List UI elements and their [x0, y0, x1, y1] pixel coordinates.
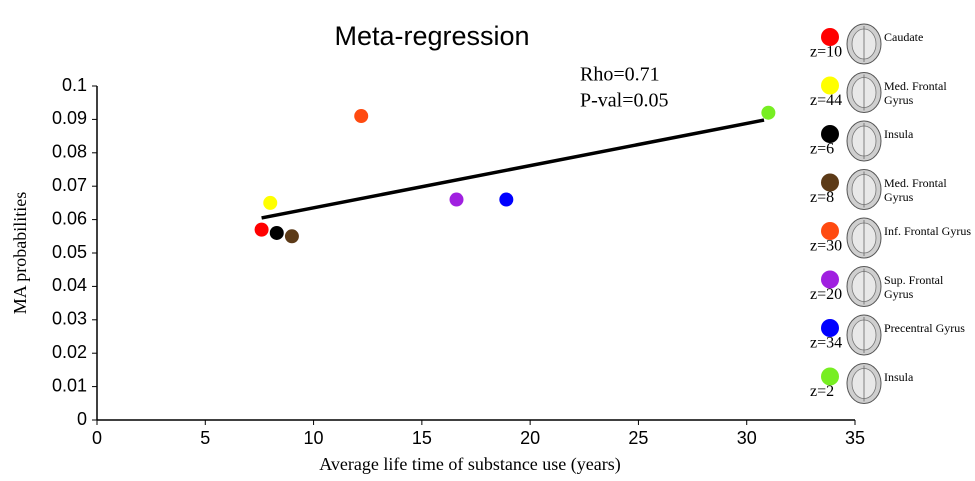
- legend-brain: [846, 169, 882, 210]
- annotation: P-val=0.05: [580, 90, 669, 112]
- legend-swatch: [821, 270, 839, 289]
- x-tick-label: 5: [200, 428, 210, 448]
- trend-line: [261, 118, 765, 220]
- x-axis-label: Average life time of substance use (year…: [319, 454, 621, 475]
- legend-label: Insula: [884, 127, 914, 141]
- x-tick-label: 20: [520, 428, 540, 448]
- legend-z: z=2: [810, 383, 834, 400]
- point: [263, 195, 278, 210]
- y-tick-label: 0.01: [52, 375, 87, 395]
- y-tick-label: 0.03: [52, 309, 87, 329]
- legend-label: Inf. Frontal Gyrus: [884, 224, 971, 238]
- y-tick-label: 0.07: [52, 175, 87, 195]
- legend-z: z=8: [810, 189, 834, 206]
- legend-brain: [846, 72, 882, 113]
- legend-brain: [846, 120, 882, 162]
- legend-z: z=10: [810, 44, 842, 61]
- point: [499, 192, 514, 207]
- annotation: Rho=0.71: [580, 64, 660, 86]
- x-tick-label: 25: [628, 428, 648, 448]
- point: [269, 225, 284, 240]
- x-tick-label: 35: [845, 428, 865, 448]
- y-axis-label: MA probabilities: [10, 192, 30, 315]
- legend-swatch: [821, 125, 839, 143]
- legend-brain: [846, 314, 882, 356]
- legend-swatch: [821, 76, 839, 95]
- y-tick-label: 0: [77, 409, 87, 429]
- chart-title: Meta-regression: [334, 21, 529, 51]
- legend-swatch: [821, 367, 839, 386]
- point: [254, 222, 269, 237]
- legend-label: Med. Frontal Gyrus: [884, 175, 947, 204]
- legend-label: Caudate: [884, 30, 924, 44]
- legend-swatch: [821, 319, 839, 337]
- y-tick-label: 0.06: [52, 208, 87, 228]
- x-tick-label: 10: [304, 428, 324, 448]
- point: [284, 229, 299, 244]
- legend-brain: [846, 217, 882, 259]
- point: [354, 109, 369, 124]
- legend-label: Insula: [884, 369, 914, 384]
- legend-label: Sup. Frontal Gyrus: [884, 272, 944, 301]
- point: [761, 105, 776, 120]
- legend-swatch: [821, 28, 839, 46]
- legend-brain: [846, 363, 882, 404]
- y-tick-label: 0.09: [52, 108, 87, 128]
- legend-z: z=6: [810, 141, 834, 158]
- y-tick-label: 0.05: [52, 242, 87, 262]
- y-tick-label: 0.1: [62, 75, 87, 95]
- legend-z: z=30: [810, 238, 842, 255]
- legend-z: z=44: [810, 92, 842, 109]
- legend-label: Precentral Gyrus: [884, 321, 965, 335]
- x-tick-label: 0: [92, 428, 102, 448]
- point: [449, 192, 464, 207]
- legend-brain: [846, 23, 882, 65]
- y-tick-label: 0.04: [52, 275, 87, 295]
- legend-brain: [846, 266, 882, 307]
- legend-z: z=20: [810, 286, 842, 303]
- y-tick-label: 0.08: [52, 142, 87, 162]
- legend-swatch: [821, 173, 839, 192]
- y-tick-label: 0.02: [52, 342, 87, 362]
- x-tick-label: 30: [737, 428, 757, 448]
- legend-z: z=34: [810, 335, 842, 352]
- legend-swatch: [821, 222, 839, 240]
- legend-label: Med. Frontal Gyrus: [884, 78, 947, 107]
- x-tick-label: 15: [412, 428, 432, 448]
